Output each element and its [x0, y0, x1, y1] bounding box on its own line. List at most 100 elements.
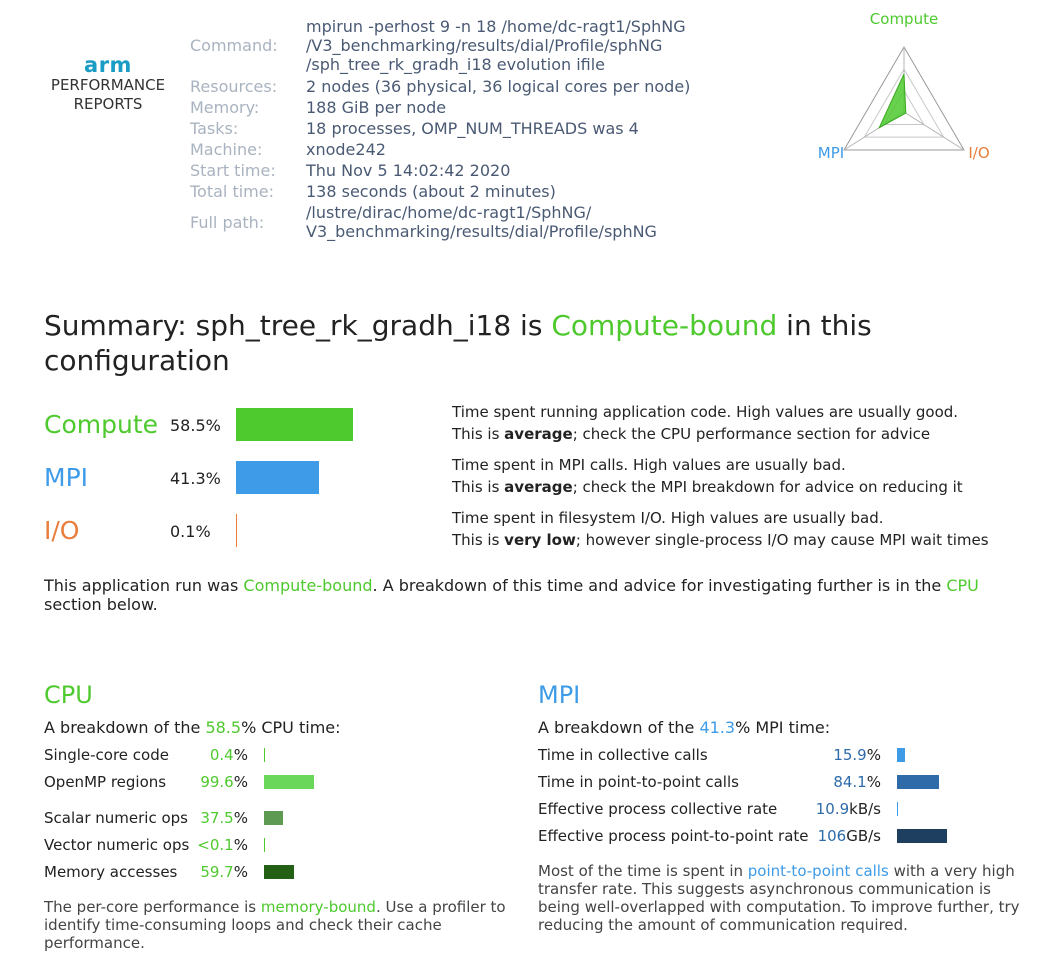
- cpu-row-bar: [264, 811, 283, 825]
- command-row: Command: mpirun -perhost 9 -n 18 /home/d…: [190, 17, 750, 74]
- start-time-value: Thu Nov 5 14:02:42 2020: [306, 161, 511, 180]
- machine-row: Machine: xnode242: [190, 140, 750, 159]
- cpu-section-link[interactable]: CPU: [946, 576, 979, 595]
- cpu-row-number: 59.7: [200, 863, 234, 881]
- metric-compute-desc-1: Time spent running application code. Hig…: [452, 403, 959, 421]
- mpi-row-value: 106GB/s: [791, 827, 881, 845]
- mpi-row-value: 10.9kB/s: [791, 800, 881, 818]
- total-time-row: Total time: 138 seconds (about 2 minutes…: [190, 182, 750, 201]
- mpi-section-title: MPI: [538, 681, 581, 709]
- resources-value: 2 nodes (36 physical, 36 logical cores p…: [306, 77, 691, 96]
- mpi-sub-value: 41.3: [699, 718, 736, 737]
- run-text-highlight: Compute-bound: [243, 576, 373, 595]
- mpi-row-bar: [897, 802, 898, 816]
- mpi-note-line-4: reducing the amount of communication req…: [538, 916, 908, 934]
- cpu-row-unit: %: [233, 836, 248, 854]
- logo-brand: arm: [84, 53, 132, 77]
- desc-prefix: This is: [452, 425, 505, 443]
- mpi-note-middle: with a very high: [888, 862, 1015, 880]
- machine-label: Machine:: [190, 140, 263, 159]
- mpi-row-value: 15.9%: [791, 746, 881, 764]
- arm-performance-reports-logo: arm PERFORMANCE REPORTS: [44, 54, 172, 114]
- cpu-row-unit: %: [233, 809, 248, 827]
- radar-grid-ring: [863, 68, 945, 138]
- performance-radar-chart: Compute MPI I/O: [818, 10, 990, 162]
- summary-suffix: in this: [777, 309, 872, 342]
- cpu-note-line-2: identify time-consuming loops and check …: [44, 916, 442, 934]
- metric-compute-description: Time spent running application code. Hig…: [452, 401, 958, 445]
- metric-io-bar: [236, 514, 237, 547]
- machine-value: xnode242: [306, 140, 386, 159]
- cpu-row-label: Scalar numeric ops: [44, 809, 188, 827]
- mpi-row-label: Time in collective calls: [538, 746, 708, 764]
- cpu-note-line-3: performance.: [44, 934, 145, 952]
- cpu-row-bar: [264, 775, 314, 789]
- memory-label: Memory:: [190, 98, 260, 117]
- metric-mpi-bar: [236, 461, 319, 494]
- tasks-label: Tasks:: [190, 119, 239, 138]
- mpi-row-number: 15.9: [833, 746, 867, 764]
- summary-title: Summary: sph_tree_rk_gradh_i18 is Comput…: [44, 308, 944, 378]
- cpu-row-number: 99.6: [200, 773, 234, 791]
- summary-prefix: Summary: sph_tree_rk_gradh_i18 is: [44, 309, 552, 342]
- metric-mpi-description: Time spent in MPI calls. High values are…: [452, 454, 963, 498]
- cpu-row-label: Memory accesses: [44, 863, 178, 881]
- total-time-value: 138 seconds (about 2 minutes): [306, 182, 556, 201]
- desc-advice: ; check the MPI breakdown for advice on …: [572, 478, 963, 496]
- cpu-row-number: 37.5: [200, 809, 234, 827]
- radar-grid-ring: [843, 46, 965, 151]
- mpi-sub-suffix: % MPI time:: [735, 718, 831, 737]
- memory-row: Memory: 188 GiB per node: [190, 98, 750, 117]
- run-text-prefix: This application run was: [44, 576, 244, 595]
- command-line-3: /sph_tree_rk_gradh_i18 evolution ifile: [306, 55, 606, 74]
- memory-bound-link[interactable]: memory-bound: [260, 898, 376, 916]
- mpi-row-bar: [897, 775, 939, 789]
- full-path-line-1: /lustre/dirac/home/dc-ragt1/SphNG/: [306, 203, 592, 222]
- mpi-row-unit: kB/s: [849, 800, 881, 818]
- logo-line-1: PERFORMANCE: [50, 76, 166, 94]
- summary-line-2: configuration: [44, 344, 230, 377]
- desc-rating: very low: [504, 531, 576, 549]
- cpu-note-prefix: The per-core performance is: [44, 898, 261, 916]
- tasks-value: 18 processes, OMP_NUM_THREADS was 4: [306, 119, 639, 138]
- cpu-row-label: Single-core code: [44, 746, 169, 764]
- summary-highlight: Compute-bound: [551, 309, 778, 342]
- mpi-note-line-3: being well-overlapped with computation. …: [538, 898, 1020, 916]
- desc-prefix: This is: [452, 478, 505, 496]
- radar-label-mpi: MPI: [818, 144, 844, 162]
- cpu-row-unit: %: [233, 863, 248, 881]
- cpu-note-suffix: . Use a profiler to: [375, 898, 506, 916]
- metric-compute-bar: [236, 408, 353, 441]
- cpu-row-number: <0.1: [197, 836, 234, 854]
- run-metadata: Command: mpirun -perhost 9 -n 18 /home/d…: [190, 17, 750, 241]
- cpu-advice-note: The per-core performance is memory-bound…: [44, 898, 514, 952]
- tasks-row: Tasks: 18 processes, OMP_NUM_THREADS was…: [190, 119, 750, 138]
- cpu-sub-prefix: A breakdown of the: [44, 718, 206, 737]
- metric-io-name: I/O: [44, 516, 80, 545]
- full-path-row: Full path: /lustre/dirac/home/dc-ragt1/S…: [190, 203, 750, 241]
- mpi-row-unit: GB/s: [846, 827, 881, 845]
- resources-row: Resources: 2 nodes (36 physical, 36 logi…: [190, 77, 750, 96]
- desc-advice: ; however single-process I/O may cause M…: [575, 531, 989, 549]
- cpu-row-label: Vector numeric ops: [44, 836, 190, 854]
- run-text-suffix: section below.: [44, 595, 158, 614]
- metric-compute-name: Compute: [44, 410, 159, 439]
- cpu-row-unit: %: [233, 746, 248, 764]
- metric-compute-desc-2: This is average; check the CPU performan…: [452, 423, 958, 445]
- cpu-sub-suffix: % CPU time:: [241, 718, 341, 737]
- metric-io-desc-1: Time spent in filesystem I/O. High value…: [452, 509, 884, 527]
- cpu-row-unit: %: [233, 773, 248, 791]
- mpi-note-line-2: transfer rate. This suggests asynchronou…: [538, 880, 991, 898]
- resources-label: Resources:: [190, 77, 278, 96]
- metric-io-pct: 0.1%: [170, 522, 211, 541]
- radar-value-polygon: [878, 73, 907, 129]
- command-line-1: mpirun -perhost 9 -n 18 /home/dc-ragt1/S…: [306, 17, 686, 36]
- total-time-label: Total time:: [190, 182, 274, 201]
- cpu-breakdown-subtitle: A breakdown of the 58.5% CPU time:: [44, 718, 341, 737]
- radar-label-compute: Compute: [870, 10, 938, 28]
- mpi-row-unit: %: [866, 773, 881, 791]
- command-value: mpirun -perhost 9 -n 18 /home/dc-ragt1/S…: [306, 17, 686, 74]
- metric-io-description: Time spent in filesystem I/O. High value…: [452, 507, 989, 551]
- mpi-row-number: 84.1: [833, 773, 867, 791]
- point-to-point-calls-link[interactable]: point-to-point calls: [747, 862, 889, 880]
